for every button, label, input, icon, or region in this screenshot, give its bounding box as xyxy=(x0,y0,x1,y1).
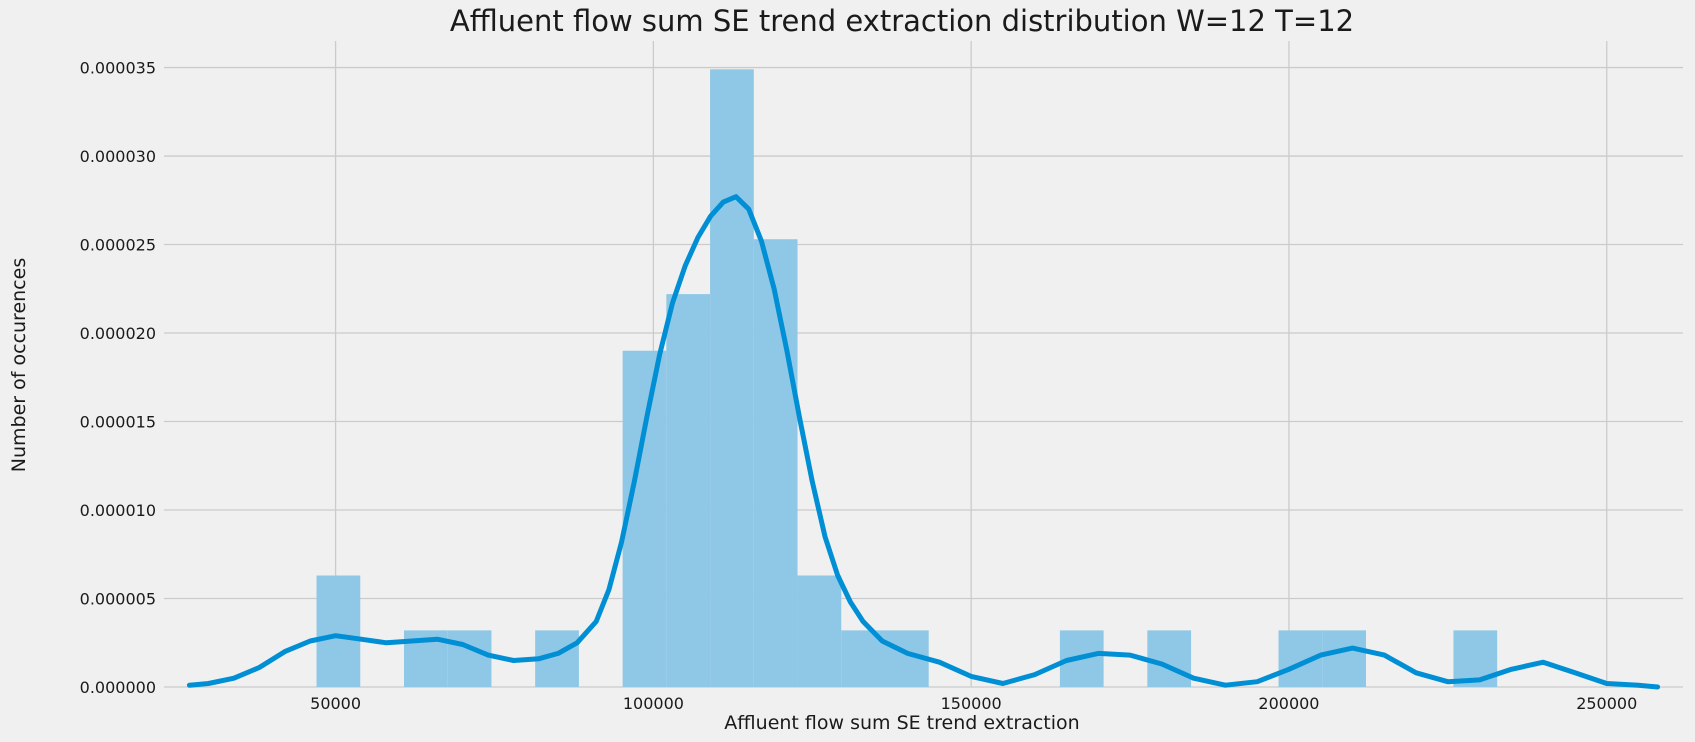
histogram-bar-11 xyxy=(797,575,842,687)
histogram-bars xyxy=(316,69,1498,687)
y-tick-label-4: 0.000020 xyxy=(80,324,156,343)
x-tick-label-2: 150000 xyxy=(941,694,1002,713)
histogram-bar-10 xyxy=(753,239,798,687)
y-tick-label-5: 0.000025 xyxy=(80,236,156,255)
y-tick-label-6: 0.000030 xyxy=(80,147,156,166)
kde-curve xyxy=(186,194,1661,690)
y-tick-label-2: 0.000010 xyxy=(80,501,156,520)
x-tick-label-0: 50000 xyxy=(310,694,361,713)
chart-title: Affluent flow sum SE trend extraction di… xyxy=(450,4,1354,38)
x-tick-label-3: 200000 xyxy=(1258,694,1319,713)
y-tick-label-3: 0.000015 xyxy=(80,413,156,432)
histogram-bar-7 xyxy=(622,350,667,687)
histogram-bar-0 xyxy=(316,575,361,687)
x-tick-labels: 50000 100000 150000 200000 250000 xyxy=(310,694,1637,713)
x-tick-label-1: 100000 xyxy=(623,694,684,713)
histogram-bar-8 xyxy=(666,294,711,687)
histogram-bar-19 xyxy=(1147,630,1192,687)
x-tick-label-4: 250000 xyxy=(1576,694,1637,713)
y-tick-label-0: 0.000000 xyxy=(80,678,156,697)
y-axis-label: Number of occurences xyxy=(8,258,30,472)
y-tick-label-1: 0.000005 xyxy=(80,590,156,609)
histogram-bar-9 xyxy=(710,69,754,687)
y-tick-label-7: 0.000035 xyxy=(80,59,156,78)
x-axis-label: Affluent flow sum SE trend extraction xyxy=(724,712,1079,734)
y-tick-labels: 0.000000 0.000005 0.000010 0.000015 0.000020… xyxy=(80,59,156,697)
histogram-bar-3 xyxy=(447,630,492,687)
histogram-bar-23 xyxy=(1322,630,1366,687)
